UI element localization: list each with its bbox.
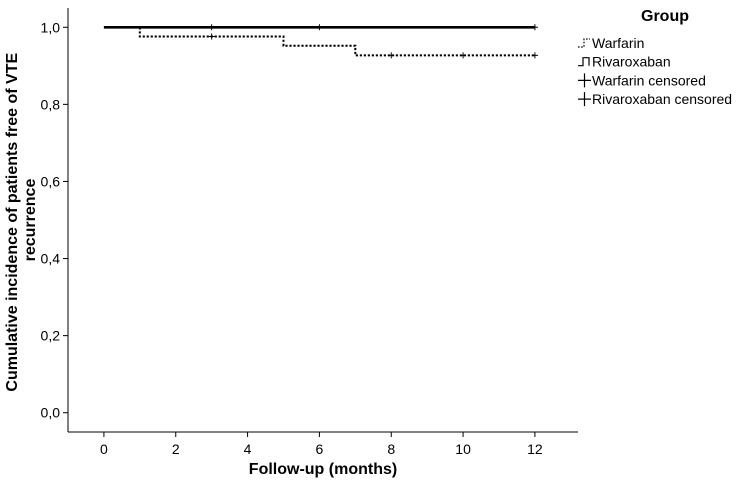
x-tick-label: 12 [527, 441, 543, 457]
series-layer [103, 24, 538, 59]
y-axis-ticks: 0,0 0,2 0,4 0,6 0,8 1,0 [41, 19, 68, 421]
x-tick-label: 6 [316, 441, 324, 457]
legend-symbol-censored [578, 73, 591, 88]
y-tick-label: 0,2 [41, 328, 61, 344]
x-tick-label: 0 [100, 441, 108, 457]
censor-mark-rivaroxaban [531, 24, 538, 31]
legend-title: Group [641, 8, 689, 25]
censor-mark-warfarin [531, 52, 538, 59]
legend-label: Rivaroxaban censored [592, 91, 732, 107]
y-axis-title-line-1: Cumulative incidence of patients free of… [4, 53, 21, 392]
censor-mark-rivaroxaban [316, 24, 323, 31]
y-tick-label: 0,4 [41, 251, 61, 267]
y-tick-label: 0,0 [41, 405, 61, 421]
x-axis-title: Follow-up (months) [249, 461, 397, 478]
y-tick-label: 0,8 [41, 96, 61, 112]
x-tick-label: 4 [244, 441, 252, 457]
axes: 0 2 4 6 8 10 12 0,0 0,2 0,4 0,6 0,8 1,0 [41, 8, 578, 457]
legend-label: Warfarin [592, 35, 644, 51]
y-axis-title-line-2: recurrence [22, 179, 39, 262]
legend-label: Rivaroxaban [592, 54, 671, 70]
x-tick-label: 2 [172, 441, 180, 457]
x-tick-label: 8 [387, 441, 395, 457]
x-tick-label: 10 [455, 441, 471, 457]
censor-mark-warfarin [388, 52, 395, 59]
legend: Group Warfarin Rivaroxaban Warfarin censor… [578, 8, 732, 107]
series-line-warfarin [103, 26, 535, 57]
legend-symbol-rivaroxaban [578, 57, 590, 67]
y-tick-label: 0,6 [41, 173, 61, 189]
y-tick-label: 1,0 [41, 19, 61, 35]
censor-mark-rivaroxaban [208, 24, 215, 31]
censor-mark-warfarin [460, 52, 467, 59]
legend-label: Warfarin censored [592, 72, 706, 88]
legend-symbol-warfarin [578, 38, 590, 48]
x-axis-ticks: 0 2 4 6 8 10 12 [100, 432, 543, 457]
censor-mark-warfarin [208, 33, 215, 40]
legend-symbol-censored [578, 92, 591, 107]
y-axis-title: Cumulative incidence of patients free of… [4, 48, 39, 391]
legend-items: Warfarin Rivaroxaban Warfarin censored Riva… [578, 35, 732, 107]
